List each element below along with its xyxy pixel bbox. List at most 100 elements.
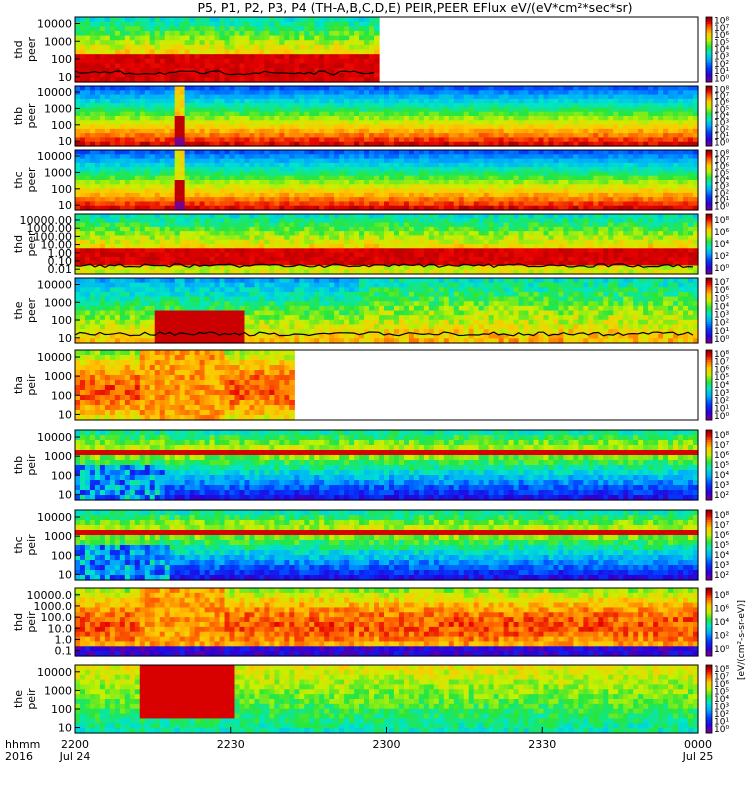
spectrogram-cell — [428, 107, 435, 113]
spectrogram-cell — [508, 111, 515, 117]
spectrogram-cell — [284, 175, 290, 181]
spectrogram-cell — [229, 248, 236, 254]
spectrogram-cell — [518, 175, 525, 181]
spectrogram-cell — [94, 98, 101, 104]
spectrogram-cell — [398, 94, 405, 100]
spectrogram-cell — [114, 180, 121, 185]
spectrogram-cell — [618, 133, 624, 139]
spectrogram-cell — [209, 86, 216, 91]
spectrogram-cell — [194, 54, 201, 60]
spectrogram-cell — [139, 35, 146, 41]
spectrogram-cell — [413, 141, 420, 147]
spectrogram-cell — [224, 201, 231, 207]
spectrogram-cell — [359, 137, 365, 143]
colorbar-swatch — [706, 71, 712, 74]
spectrogram-cell — [309, 158, 315, 164]
spectrogram-cell — [528, 184, 535, 190]
spectrogram-cell — [149, 30, 156, 37]
spectrogram-cell — [523, 98, 530, 104]
spectrogram-cell — [369, 98, 375, 104]
spectrogram-cell — [139, 58, 146, 65]
spectrogram-cell — [124, 265, 131, 271]
spectrogram-cell — [324, 86, 330, 91]
spectrogram-cell — [154, 35, 161, 41]
spectrogram-cell — [249, 90, 256, 96]
spectrogram-cell — [194, 197, 201, 203]
spectrogram-cell — [568, 124, 574, 130]
spectrogram-cell — [75, 77, 81, 83]
spectrogram-cell — [693, 192, 699, 198]
spectrogram-cell — [393, 180, 400, 185]
spectrogram-cell — [139, 248, 146, 254]
spectrogram-cell — [159, 256, 166, 262]
spectrogram-cell — [324, 175, 330, 181]
spectrogram-cell — [329, 35, 335, 41]
spectrogram-cell — [523, 124, 530, 130]
spectrogram-cell — [488, 150, 495, 155]
spectrogram-cell — [653, 150, 659, 155]
spectrogram-cell — [194, 90, 201, 96]
spectrogram-cell — [219, 256, 226, 262]
spectrogram-cell — [124, 44, 131, 51]
spectrogram-cell — [89, 107, 96, 113]
spectrogram-cell — [279, 154, 285, 160]
spectrogram-cell — [204, 201, 211, 207]
spectrogram-cell — [214, 30, 221, 37]
spectrogram-cell — [533, 103, 540, 109]
spectrogram-cell — [553, 141, 560, 147]
spectrogram-cell — [259, 188, 265, 194]
spectrogram-cell — [284, 72, 290, 78]
spectrogram-cell — [104, 111, 111, 117]
spectrogram-cell — [379, 188, 385, 194]
spectrogram-cell — [354, 49, 360, 55]
spectrogram-cell — [119, 150, 126, 155]
spectrogram-cell — [398, 111, 405, 117]
spectrogram-cell — [374, 90, 380, 96]
spectrogram-cell — [319, 162, 325, 168]
spectrogram-cell — [199, 72, 206, 78]
spectrogram-cell — [374, 175, 380, 181]
spectrogram-cell — [548, 150, 555, 155]
spectrogram-cell — [384, 192, 390, 198]
spectrogram-cell — [159, 239, 166, 245]
spectrogram-cell — [418, 188, 425, 194]
spectrogram-cell — [184, 111, 191, 117]
spectrogram-cell — [603, 94, 609, 100]
spectrogram-cell — [109, 184, 116, 190]
spectrogram-cell — [274, 17, 280, 23]
spectrogram-cell — [314, 180, 320, 185]
spectrogram-cell — [84, 175, 91, 181]
spectrogram-cell — [588, 201, 594, 207]
spectrogram-cell — [144, 269, 151, 275]
spectrogram-cell — [234, 72, 241, 78]
spectrogram-cell — [463, 162, 470, 168]
spectrogram-cell — [468, 124, 475, 130]
spectrogram-cell — [354, 150, 360, 155]
spectrogram-cell — [523, 107, 530, 113]
spectrogram-cell — [693, 184, 699, 190]
spectrogram-cell — [219, 137, 226, 143]
spectrogram-cell — [259, 86, 265, 91]
spectrogram-cell — [673, 150, 679, 155]
colorbar-swatch — [706, 19, 712, 22]
spectrogram-cell — [239, 49, 246, 55]
spectrogram-cell — [568, 90, 574, 96]
spectrogram-cell — [688, 94, 694, 100]
spectrogram-cell — [543, 167, 550, 173]
spectrogram-cell — [359, 90, 365, 96]
spectrogram-cell — [114, 256, 121, 262]
spectrogram-cell — [139, 107, 146, 113]
spectrogram-cell — [89, 167, 96, 173]
spectrogram-cell — [324, 26, 330, 32]
spectrogram-cell — [234, 54, 241, 60]
spectrogram-cell — [124, 128, 131, 134]
spectrogram-cell — [274, 150, 280, 155]
spectrogram-cell — [249, 154, 256, 160]
spectrogram-cell — [174, 124, 181, 130]
colorbar-swatch — [706, 166, 712, 169]
spectrogram-cell — [458, 175, 465, 181]
y-axis-label-species: peer — [25, 37, 38, 63]
spectrogram-cell — [169, 17, 176, 23]
spectrogram-cell — [104, 49, 111, 55]
spectrogram-cell — [633, 133, 639, 139]
